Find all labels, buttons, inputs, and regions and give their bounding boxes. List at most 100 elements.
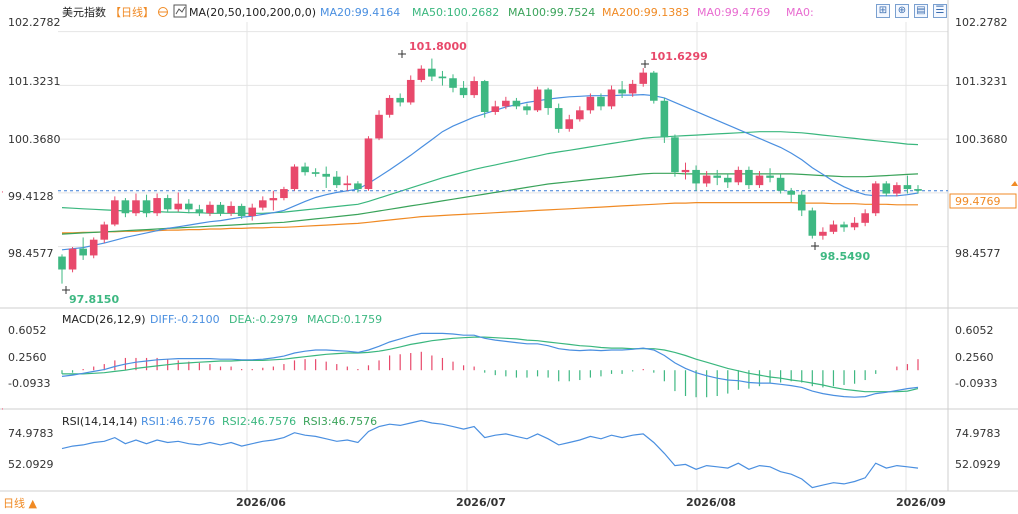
candle-down — [776, 177, 785, 191]
candle-up — [607, 89, 616, 107]
candle-up — [153, 198, 161, 214]
rsi-line — [61, 419, 919, 489]
candle-up — [702, 175, 711, 184]
candle-up — [819, 231, 827, 236]
macd-tick-left: 0.6052 — [8, 324, 47, 337]
macd-histogram — [61, 351, 919, 398]
price-axis: 102.2782 101.3231 100.3680 99.4128 98.45… — [8, 16, 1008, 260]
price-tick-right: 100.3680 — [955, 133, 1008, 146]
ma20-line — [61, 93, 919, 251]
macd-label: MACD(26,12,9) — [62, 313, 146, 326]
candle-down — [449, 78, 457, 88]
candle-up — [206, 204, 214, 214]
candle-up — [470, 81, 478, 96]
candle-down — [618, 89, 626, 94]
candle-down — [58, 256, 66, 270]
ma100-line — [61, 172, 919, 235]
rsi-tick-right: 74.9783 — [955, 427, 1001, 440]
compare-icon[interactable] — [158, 7, 168, 17]
candle-up — [100, 224, 109, 240]
candle-down — [79, 248, 87, 256]
layout-icon[interactable]: ▤ — [914, 4, 928, 18]
candle-down — [512, 100, 521, 107]
candle-up — [893, 185, 901, 194]
candle-down — [195, 209, 204, 214]
candle-down — [332, 176, 341, 186]
ma0-value: MA0:99.4769 — [697, 6, 770, 19]
candle-up — [681, 169, 690, 173]
candle-down — [311, 172, 320, 174]
candles — [58, 58, 922, 284]
candle-up — [375, 114, 383, 139]
candle-up — [248, 207, 257, 217]
candle-down — [597, 96, 605, 107]
high-annotation: 101.8000 — [409, 40, 467, 53]
ma20-value: MA20:99.4164 — [320, 6, 400, 19]
candle-up — [850, 222, 859, 228]
candle-up — [755, 175, 764, 186]
candle-up — [269, 198, 278, 201]
period-switch-button[interactable]: 日线 ▲ — [3, 496, 37, 510]
candle-down — [301, 166, 309, 173]
candle-down — [840, 224, 848, 228]
rsi-label: RSI(14,14,14) — [62, 415, 137, 428]
current-price-marker — [949, 193, 1017, 209]
macd-tick-left: 0.2560 — [8, 351, 47, 364]
candle-up — [861, 213, 869, 223]
candle-down — [745, 169, 753, 186]
current-price-label: 99.4769 — [955, 195, 1001, 208]
period-label[interactable]: 【日线】 — [110, 5, 154, 19]
macd-tick-right: 0.2560 — [955, 351, 994, 364]
candle-down — [660, 100, 669, 138]
candle-up — [502, 100, 510, 107]
macd-tick-right: 0.6052 — [955, 324, 994, 337]
macd-tick-right: -0.0933 — [955, 377, 997, 390]
candle-down — [649, 72, 658, 101]
candle-up — [364, 138, 373, 190]
ma200-value: MA200:99.1383 — [602, 6, 689, 19]
price-tick-left: 100.3680 — [8, 133, 61, 146]
candle-up — [89, 239, 98, 256]
candle-up — [343, 183, 352, 186]
low-annotation: 97.8150 — [69, 293, 119, 306]
add-indicator-icon[interactable]: ⊕ — [895, 4, 909, 18]
ma-settings-icon[interactable] — [173, 4, 187, 18]
candle-up — [174, 203, 183, 210]
candle-up — [132, 200, 140, 214]
x-tick: 2026/07 — [456, 496, 506, 509]
candle-down — [671, 137, 679, 173]
candle-down — [163, 198, 172, 210]
candle-up — [639, 72, 648, 84]
candle-up — [290, 166, 299, 190]
settings-icon[interactable]: ☰ — [933, 4, 947, 18]
candle-down — [766, 175, 774, 178]
price-tick-right: 98.4577 — [955, 247, 1001, 260]
price-tick-left: 98.4577 — [8, 247, 54, 260]
candle-down — [438, 76, 447, 79]
macd-diff-line — [61, 332, 919, 398]
candle-down — [523, 106, 531, 111]
candle-down — [914, 189, 922, 191]
candle-down — [544, 89, 552, 109]
candle-down — [396, 97, 404, 103]
candle-down — [354, 183, 362, 190]
candle-up — [491, 106, 500, 112]
left-edge-dot: · — [1, 405, 4, 415]
candle-down — [808, 210, 817, 236]
candle-down — [480, 81, 489, 112]
instrument-name: 美元指数 — [62, 5, 106, 19]
candle-down — [459, 87, 468, 96]
candle-up — [871, 183, 880, 214]
macd-tick-left: -0.0933 — [8, 377, 50, 390]
macd-dea-line — [62, 336, 919, 393]
candle-down — [797, 194, 806, 211]
candle-up — [576, 110, 584, 120]
candle-down — [882, 183, 891, 194]
candle-down — [142, 200, 151, 214]
candle-up — [111, 200, 119, 225]
price-tick-left: 101.3231 — [8, 75, 61, 88]
fit-icon[interactable]: ⊞ — [876, 4, 890, 18]
candle-up — [68, 248, 77, 270]
rsi-tick-left: 52.0929 — [8, 458, 54, 471]
rsi1-value: RSI1:46.7576 — [141, 415, 215, 428]
